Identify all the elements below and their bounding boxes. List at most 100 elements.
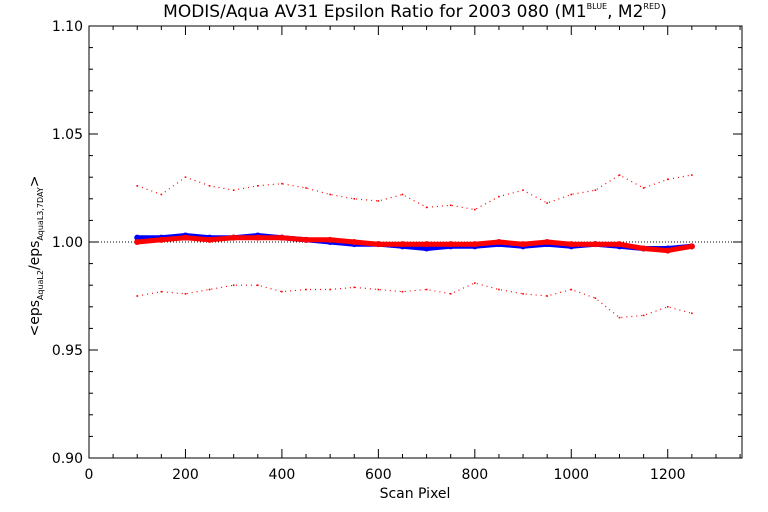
red-upper-bound-point	[208, 185, 211, 187]
red-lower-bound-point	[305, 288, 307, 291]
red-lower-bound-point	[377, 288, 380, 291]
red-upper-bound-point	[425, 206, 428, 209]
y-tick-label: 1.00	[52, 235, 83, 251]
red-upper-bound-point	[546, 202, 548, 204]
red-mean-point	[520, 241, 527, 248]
blue-mean-point	[423, 245, 430, 252]
red-upper-bound-point	[449, 204, 452, 207]
x-tick-label: 200	[172, 467, 199, 483]
red-lower-bound-point	[666, 306, 669, 308]
red-upper-bound-point	[160, 193, 163, 196]
red-mean-point	[447, 241, 454, 248]
red-lower-bound-point	[449, 293, 452, 295]
red-lower-bound-point	[546, 295, 548, 297]
red-lower-bound-line	[137, 282, 692, 319]
red-upper-bound-point	[377, 200, 380, 202]
red-mean-point	[327, 236, 334, 243]
red-lower-bound-point	[136, 295, 139, 297]
red-mean-line	[134, 235, 695, 254]
red-mean-point	[592, 241, 599, 248]
x-tick-labels: 0 200 400 600 800 1000 1200	[85, 467, 686, 483]
y-axis-label: <epsAquaL2/epsAquaL3,7DAY>	[27, 175, 45, 336]
red-mean-point	[544, 239, 551, 245]
red-mean-point	[303, 236, 310, 243]
red-upper-bound-point	[474, 208, 476, 211]
chart-title: MODIS/Aqua AV31 Epsilon Ratio for 2003 0…	[163, 2, 667, 22]
red-mean-point	[495, 239, 502, 245]
red-mean-point	[134, 239, 141, 245]
red-upper-bound-point	[305, 187, 307, 189]
red-lower-bound-point	[281, 290, 283, 293]
red-lower-bound-point	[474, 282, 476, 284]
y-tick-label: 1.10	[52, 19, 83, 35]
data-marks	[134, 174, 695, 319]
red-mean-point	[278, 234, 285, 241]
red-mean-point	[664, 247, 671, 254]
axis-ticks	[88, 25, 742, 459]
red-lower-bound-series	[136, 282, 693, 319]
red-lower-bound-point	[353, 286, 356, 289]
red-mean-point	[351, 239, 358, 245]
y-tick-label: 0.90	[52, 451, 83, 467]
red-lower-bound-point	[208, 288, 211, 291]
red-upper-bound-point	[184, 176, 187, 178]
red-mean-point	[399, 241, 406, 248]
red-lower-bound-point	[522, 293, 524, 295]
x-tick-label: 0	[85, 467, 94, 483]
red-mean-point	[640, 245, 647, 252]
red-mean-point	[568, 241, 575, 248]
red-upper-bound-point	[618, 174, 621, 176]
red-mean-point	[688, 243, 695, 250]
x-tick-label: 400	[269, 467, 296, 483]
red-lower-bound-point	[618, 316, 621, 319]
red-lower-bound-point	[570, 288, 573, 291]
red-lower-bound-point	[691, 312, 693, 315]
red-mean-point	[471, 241, 478, 248]
red-upper-bound-point	[136, 185, 139, 187]
red-upper-bound-point	[329, 193, 331, 196]
red-lower-bound-point	[498, 288, 500, 291]
red-lower-bound-point	[425, 288, 428, 291]
y-tick-labels: 0.90 0.95 1.00 1.05 1.10	[52, 19, 83, 467]
red-upper-bound-point	[691, 174, 693, 176]
red-upper-bound-point	[353, 198, 356, 200]
red-lower-bound-point	[232, 284, 235, 286]
red-lower-bound-point	[401, 290, 404, 293]
red-upper-bound-point	[570, 193, 573, 196]
red-upper-bound-line	[136, 174, 692, 211]
red-mean-series	[134, 234, 695, 254]
red-mean-point	[254, 234, 261, 241]
red-lower-bound-point	[256, 284, 259, 286]
red-upper-bound-point	[498, 195, 500, 198]
red-lower-bound-point	[329, 288, 331, 291]
red-mean-point	[182, 234, 189, 241]
red-mean-point	[616, 241, 623, 248]
blue-mean-point	[134, 234, 141, 241]
red-upper-bound-point	[232, 189, 235, 191]
red-upper-bound-series	[136, 174, 693, 211]
red-upper-bound-point	[522, 189, 524, 191]
x-tick-label: 1200	[650, 467, 686, 483]
red-mean-point	[206, 236, 213, 243]
red-upper-bound-point	[642, 187, 645, 189]
red-mean-point	[158, 236, 165, 243]
red-mean-point	[423, 241, 430, 248]
y-tick-label: 0.95	[52, 343, 83, 359]
red-lower-bound-point	[594, 297, 597, 299]
red-mean-point	[375, 241, 382, 248]
x-axis-label: Scan Pixel	[380, 486, 451, 502]
red-mean-point	[230, 234, 237, 241]
red-upper-bound-point	[401, 193, 404, 196]
x-tick-label: 800	[461, 467, 488, 483]
red-lower-bound-point	[642, 314, 645, 317]
red-upper-bound-point	[666, 178, 669, 181]
red-upper-bound-point	[256, 185, 259, 187]
red-upper-bound-point	[281, 182, 283, 185]
red-upper-bound-point	[594, 189, 597, 191]
y-tick-label: 1.05	[52, 127, 83, 143]
red-lower-bound-point	[184, 293, 187, 295]
x-tick-label: 600	[365, 467, 392, 483]
red-lower-bound-point	[160, 290, 163, 293]
x-tick-label: 1000	[553, 467, 589, 483]
